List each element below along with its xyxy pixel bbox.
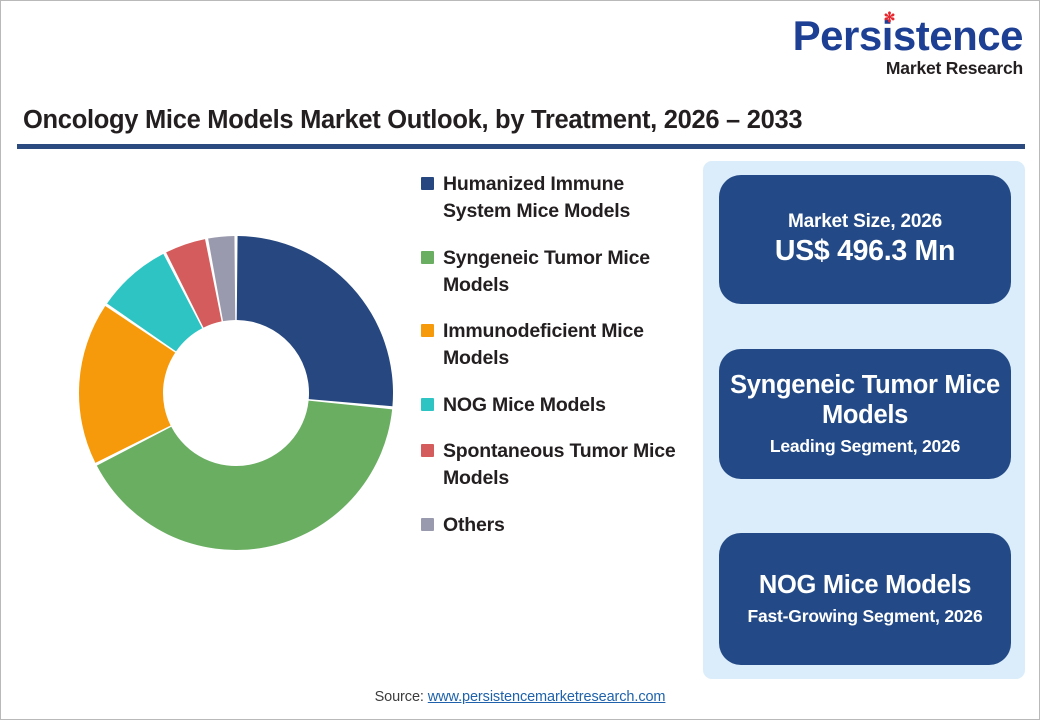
legend-item-label: Immunodeficient Mice Models [443, 320, 644, 370]
chart-legend: Humanized Immune System Mice Models Synge… [421, 171, 696, 558]
market-size-value: US$ 496.3 Mn [774, 235, 956, 267]
legend-item[interactable]: Spontaneous Tumor Mice Models [421, 438, 696, 493]
legend-item[interactable]: NOG Mice Models [421, 392, 696, 419]
source-link[interactable]: www.persistencemarketresearch.com [427, 689, 666, 705]
legend-item[interactable]: Syngeneic Tumor Mice Models [421, 245, 696, 300]
donut-slice[interactable] [79, 306, 176, 463]
highlight-card-fast-growing-segment: NOG Mice Models Fast-Growing Segment, 20… [719, 533, 1011, 665]
title-divider [17, 144, 1025, 149]
source-label: Source: [374, 689, 428, 705]
legend-swatch-icon [421, 397, 434, 411]
highlight-panel: Market Size, 2026 US$ 496.3 Mn Syngeneic… [703, 161, 1025, 679]
fast-growing-segment-name: NOG Mice Models [758, 571, 972, 600]
legend-item-label: Humanized Immune System Mice Models [443, 173, 631, 223]
donut-chart [41, 201, 431, 591]
company-logo: Persistence ✻ Market Research [792, 9, 1024, 78]
source-line: Source: www.persistencemarketresearch.co… [1, 689, 1039, 705]
highlight-card-leading-segment: Syngeneic Tumor Mice Models Leading Segm… [719, 349, 1011, 479]
donut-chart-svg [79, 236, 394, 550]
legend-item-label: Syngeneic Tumor Mice Models [443, 246, 650, 296]
legend-item[interactable]: Others [421, 512, 696, 539]
donut-slice[interactable] [96, 400, 393, 550]
logo-tagline: Market Research [885, 58, 1023, 78]
legend-swatch-icon [421, 177, 434, 190]
donut-slice[interactable] [236, 236, 394, 407]
donut-slice[interactable] [208, 236, 236, 322]
legend-item[interactable]: Immunodeficient Mice Models [421, 318, 696, 373]
legend-swatch-icon [421, 250, 434, 264]
legend-item-label: Others [443, 513, 505, 536]
legend-item-label: NOG Mice Models [443, 393, 606, 416]
donut-slice[interactable] [166, 239, 222, 328]
legend-item-label: Spontaneous Tumor Mice Models [443, 440, 676, 490]
logo-wordmark-text: Persistence [792, 12, 1024, 59]
legend-item[interactable]: Humanized Immune System Mice Models [421, 171, 696, 226]
market-size-label: Market Size, 2026 [788, 211, 942, 232]
page-title: Oncology Mice Models Market Outlook, by … [23, 106, 803, 134]
legend-swatch-icon [421, 444, 434, 458]
logo-wordmark: Persistence ✻ [792, 9, 1024, 59]
leading-segment-caption: Leading Segment, 2026 [769, 435, 961, 456]
legend-swatch-icon [421, 517, 434, 531]
leading-segment-name: Syngeneic Tumor Mice Models [730, 371, 1000, 429]
logo-star-icon: ✻ [883, 9, 896, 25]
fast-growing-segment-caption: Fast-Growing Segment, 2026 [747, 605, 983, 626]
donut-slice-group [79, 236, 394, 550]
highlight-card-market-size: Market Size, 2026 US$ 496.3 Mn [719, 175, 1011, 304]
legend-swatch-icon [421, 324, 434, 338]
donut-slice[interactable] [107, 253, 203, 352]
